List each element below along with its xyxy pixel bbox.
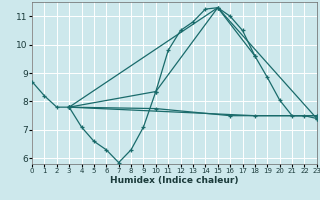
X-axis label: Humidex (Indice chaleur): Humidex (Indice chaleur) xyxy=(110,176,239,185)
